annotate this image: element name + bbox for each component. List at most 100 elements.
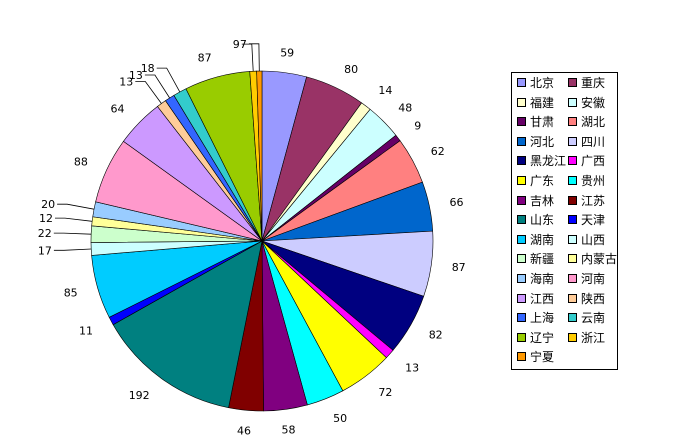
legend: 北京 重庆福建 安徽甘肃 湖北河北 四川 黑龙江 广西广东 贵州 吉林 江苏山东 天津湖南 山西新疆 内… — [511, 72, 618, 370]
legend-label: 江西 — [530, 291, 555, 306]
legend-swatch — [568, 332, 577, 342]
data-label: 59 — [280, 46, 294, 59]
legend-label: 甘肃 — [530, 115, 555, 130]
data-label: 72 — [378, 386, 392, 399]
legend-item: 甘肃 — [517, 115, 554, 129]
legend-item: 河南 — [568, 272, 605, 286]
legend-item: 北京 — [517, 76, 554, 90]
data-label: 12 — [39, 212, 53, 225]
legend-label: 湖南 — [530, 232, 555, 247]
legend-item: 辽宁 — [517, 331, 554, 345]
data-label: 58 — [282, 424, 296, 437]
legend-swatch — [568, 254, 577, 264]
data-label: 20 — [41, 198, 55, 211]
data-label: 9 — [414, 120, 421, 133]
data-label: 22 — [38, 227, 52, 240]
legend-label: 河南 — [581, 272, 606, 286]
legend-label: 山东 — [530, 213, 555, 228]
leader-lines — [53, 43, 260, 251]
legend-item: 四川 — [568, 135, 605, 149]
legend-swatch — [568, 117, 577, 127]
legend-swatch — [568, 274, 577, 283]
pie-slice — [256, 70, 263, 242]
legend-item: 上海 — [517, 311, 554, 325]
data-labels: 5980144896266878213725058461921185172212… — [38, 38, 466, 438]
pie-slice — [112, 240, 263, 409]
legend-item: 山东 — [517, 213, 554, 227]
legend-label: 重庆 — [581, 76, 606, 90]
leader-line — [156, 67, 181, 93]
legend-item: 广东 — [517, 174, 554, 188]
legend-label: 云南 — [581, 311, 606, 326]
legend-swatch — [568, 313, 577, 323]
legend-item: 黑龙江 — [517, 154, 566, 168]
legend-item: 山西 — [568, 233, 605, 247]
legend-swatch — [568, 136, 577, 146]
data-label: 7 — [240, 38, 247, 51]
legend-swatch — [568, 195, 577, 205]
data-label: 11 — [79, 325, 93, 338]
legend-label: 四川 — [581, 134, 606, 149]
leader-line — [53, 248, 92, 251]
leader-line — [55, 217, 93, 222]
legend-item: 内蒙古 — [568, 252, 617, 266]
legend-swatch — [517, 332, 526, 342]
legend-item: 浙江 — [568, 331, 605, 345]
legend-swatch — [517, 215, 526, 225]
legend-item: 湖北 — [568, 115, 605, 129]
data-label: 192 — [129, 389, 150, 402]
legend-label: 北京 — [530, 76, 555, 90]
legend-label: 湖北 — [581, 115, 606, 130]
legend-swatch — [517, 156, 526, 166]
legend-swatch — [568, 97, 577, 107]
data-label: 62 — [431, 145, 445, 158]
legend-label: 河北 — [530, 134, 555, 149]
data-label: 87 — [198, 51, 212, 64]
legend-label: 吉林 — [530, 193, 555, 208]
legend-item: 安徽 — [568, 96, 605, 110]
legend-item: 河北 — [517, 135, 554, 149]
legend-swatch — [568, 78, 577, 87]
legend-label: 陕西 — [581, 291, 606, 306]
legend-swatch — [517, 78, 526, 87]
leader-line — [248, 43, 260, 72]
data-label: 46 — [237, 425, 251, 438]
legend-swatch — [568, 176, 577, 185]
legend-label: 广西 — [581, 154, 606, 169]
legend-swatch — [517, 274, 526, 283]
data-label: 88 — [74, 156, 88, 169]
legend-swatch — [517, 117, 526, 127]
legend-label: 浙江 — [581, 330, 606, 345]
legend-item: 天津 — [568, 213, 605, 227]
leader-line — [135, 81, 162, 104]
legend-item: 云南 — [568, 311, 605, 325]
legend-swatch — [517, 293, 526, 303]
legend-swatch — [568, 234, 577, 244]
data-label: 13 — [405, 362, 419, 375]
data-label: 14 — [378, 84, 392, 97]
data-label: 82 — [429, 329, 443, 342]
legend-label: 广东 — [530, 174, 555, 188]
data-label: 87 — [452, 261, 466, 274]
legend-label: 黑龙江 — [530, 154, 567, 169]
legend-swatch — [568, 215, 577, 225]
legend-label: 山西 — [581, 232, 606, 247]
legend-item: 福建 — [517, 96, 554, 110]
legend-label: 天津 — [581, 213, 606, 228]
data-label: 80 — [344, 63, 358, 76]
legend-label: 新疆 — [530, 252, 555, 267]
legend-label: 安徽 — [581, 95, 606, 110]
legend-item: 贵州 — [568, 174, 605, 188]
legend-item: 重庆 — [568, 76, 605, 90]
legend-item: 海南 — [517, 272, 554, 286]
legend-label: 江苏 — [581, 193, 606, 208]
legend-item: 江苏 — [568, 194, 605, 208]
legend-label: 福建 — [530, 95, 555, 110]
legend-swatch — [517, 195, 526, 205]
legend-item: 吉林 — [517, 194, 554, 208]
leader-line — [144, 74, 170, 99]
legend-swatch — [517, 136, 526, 146]
data-label: 18 — [141, 62, 155, 75]
data-label: 13 — [129, 69, 143, 82]
data-label: 13 — [119, 76, 133, 89]
